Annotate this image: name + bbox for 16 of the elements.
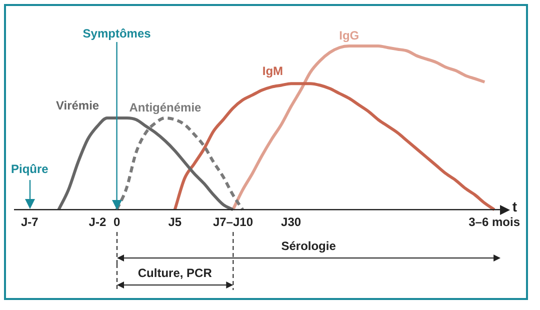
text: Sérologie	[281, 238, 336, 253]
x-tick-label: J7–J10	[212, 215, 254, 230]
text: Culture, PCR	[138, 266, 212, 280]
series-label: IgM	[262, 64, 284, 78]
x-tick-label: J30	[281, 215, 302, 230]
x-tick-label: J-7	[21, 215, 39, 230]
series-label: Virémie	[56, 98, 100, 112]
series-label: IgG	[339, 28, 360, 42]
annotation: Piqûre	[11, 162, 49, 176]
x-tick-label: J-2	[88, 215, 106, 230]
series-label: Antigénémie	[129, 100, 202, 114]
x-tick-label: 3–6 mois	[468, 215, 520, 230]
ref-line-label: Symptômes	[82, 26, 152, 40]
x-axis-title: t	[512, 198, 518, 214]
x-tick-label: J5	[168, 215, 182, 230]
x-tick-label: 0	[113, 215, 120, 230]
